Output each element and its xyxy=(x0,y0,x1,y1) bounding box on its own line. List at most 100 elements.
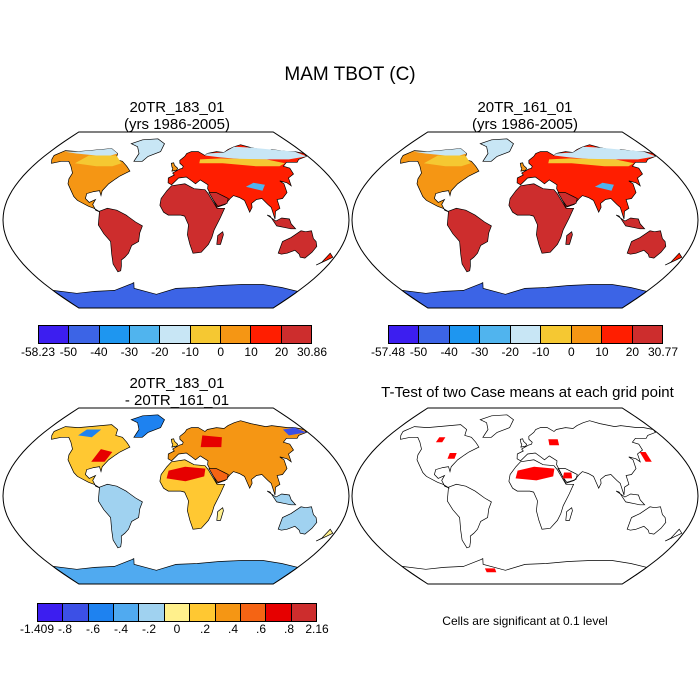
colorbar-case2 xyxy=(388,325,663,344)
panel-title-case1-line2: (yrs 1986-2005) xyxy=(124,116,230,133)
landmass-south-america xyxy=(97,207,143,273)
landmass-britain xyxy=(170,162,179,172)
panel-title-case2-line2: (yrs 1986-2005) xyxy=(472,116,578,133)
colorbar-tick-label: 20 xyxy=(274,345,289,359)
landmass-new-zealand xyxy=(316,528,334,542)
map-content xyxy=(51,138,334,308)
colorbar-swatch xyxy=(88,604,115,621)
colorbar-swatch xyxy=(266,604,292,621)
landmass-south-america xyxy=(446,207,492,273)
cool-band-russia xyxy=(548,158,634,167)
cool-band-canada xyxy=(423,155,471,167)
colorbar-tick-label: 10 xyxy=(595,345,609,359)
panel-title-case1: 20TR_183_01 (yrs 1986-2005) xyxy=(27,99,327,133)
cool-band-russia xyxy=(199,158,285,167)
colorbar-swatch xyxy=(164,604,191,621)
colorbar-tick-label: 0 xyxy=(567,345,575,359)
colorbar-tick-label: .2 xyxy=(199,622,211,636)
colorbar-tick-label: 30.86 xyxy=(296,345,328,359)
colorbar-tick-label: -1.409 xyxy=(19,622,55,636)
map-content xyxy=(400,414,683,584)
landmass-antarctica xyxy=(401,282,648,308)
map-boundary xyxy=(351,407,699,585)
colorbar-tick-label: -30 xyxy=(470,345,489,359)
landmass-greenland xyxy=(130,138,165,162)
colorbar-tick-label: .8 xyxy=(283,622,295,636)
colorbar-case1-labels: -58.23 -50 -40 -30 -20 -10 0 10 20 30.86 xyxy=(21,345,327,359)
colorbar-swatch xyxy=(240,604,267,621)
colorbar-swatch xyxy=(632,326,662,343)
landmass-madagascar xyxy=(565,507,573,521)
landmass-indonesia xyxy=(616,490,646,506)
cold-band-canada xyxy=(64,148,118,156)
colorbar-tick-label: -30 xyxy=(120,345,138,359)
significant-cell-region xyxy=(484,568,497,573)
colorbar-swatch xyxy=(281,326,311,343)
landmass-australia xyxy=(277,230,318,259)
tibet-plateau xyxy=(594,182,614,191)
colorbar-tick-label: -.8 xyxy=(57,622,73,636)
landmass-greenland xyxy=(130,414,165,438)
warm-anomaly-north-america xyxy=(91,449,113,462)
landmass-australia xyxy=(277,506,318,535)
colorbar-swatch xyxy=(215,604,241,621)
significance-note: Cells are significant at 0.1 level xyxy=(442,614,608,628)
colorbar-swatch xyxy=(251,326,282,343)
landmass-new-zealand xyxy=(316,252,334,266)
colorbar-tick-label: -50 xyxy=(409,345,428,359)
map-case1 xyxy=(2,131,350,309)
colorbar-swatch xyxy=(139,604,165,621)
significant-cell-region xyxy=(548,439,560,446)
map-boundary xyxy=(2,131,350,309)
significant-cell-region xyxy=(447,453,457,459)
landmass-greenland xyxy=(479,138,514,162)
colorbar-swatch xyxy=(39,326,70,343)
panel-title-difference-line1: 20TR_183_01 xyxy=(129,375,225,392)
colorbar-tick-label: -10 xyxy=(181,345,199,359)
map-content xyxy=(51,414,334,584)
map-boundary xyxy=(351,131,699,309)
colorbar-swatch xyxy=(99,326,130,343)
colorbar-tick-label: .6 xyxy=(255,622,267,636)
colorbar-swatch xyxy=(190,604,216,621)
landmass-britain xyxy=(519,438,528,448)
landmass-eurasia xyxy=(516,420,657,496)
tibet-plateau xyxy=(245,182,265,191)
significant-cell-region xyxy=(562,472,573,479)
landmass-new-zealand xyxy=(665,252,683,266)
colorbar-tick-label: 30.77 xyxy=(647,345,679,359)
colorbar-swatch xyxy=(510,326,542,343)
colorbar-tick-label: 0 xyxy=(217,345,224,359)
landmass-britain xyxy=(519,162,528,172)
colorbar-difference-labels: -1.409 -.8 -.6 -.4 -.2 0 .2 .4 .6 .8 2.16 xyxy=(20,622,329,636)
landmass-arabia-patch xyxy=(557,192,578,207)
colorbar-swatch xyxy=(389,326,420,343)
landmass-australia xyxy=(626,230,667,259)
colorbar-swatch xyxy=(220,326,252,343)
map-difference xyxy=(2,407,350,585)
map-boundary xyxy=(2,407,350,585)
landmass-south-america xyxy=(97,483,143,549)
colorbar-tick-label: -.6 xyxy=(85,622,101,636)
landmass-indonesia xyxy=(616,214,646,230)
colorbar-swatch xyxy=(602,326,633,343)
colorbar-tick-label: -58.23 xyxy=(20,345,56,359)
cold-band-siberia xyxy=(205,146,307,160)
cold-band-canada xyxy=(413,148,467,156)
colorbar-tick-label: -57.48 xyxy=(370,345,406,359)
warm-anomaly-sahara xyxy=(166,466,206,482)
colorbar-case2-labels: -57.48 -50 -40 -30 -20 -10 0 10 20 30.77 xyxy=(371,345,678,359)
colorbar-case1 xyxy=(38,325,312,344)
cool-band-canada xyxy=(74,155,122,167)
colorbar-tick-label: -20 xyxy=(501,345,519,359)
colorbar-swatch xyxy=(571,326,603,343)
panel-title-case2: 20TR_161_01 (yrs 1986-2005) xyxy=(375,99,675,133)
colorbar-swatch xyxy=(419,326,450,343)
colorbar-swatch xyxy=(129,326,161,343)
landmass-indonesia xyxy=(267,490,297,506)
landmass-madagascar xyxy=(216,231,224,245)
cold-band-siberia xyxy=(554,146,656,160)
landmass-africa xyxy=(508,183,575,254)
colorbar-tick-label: -40 xyxy=(90,345,108,359)
landmass-antarctica xyxy=(52,558,299,584)
